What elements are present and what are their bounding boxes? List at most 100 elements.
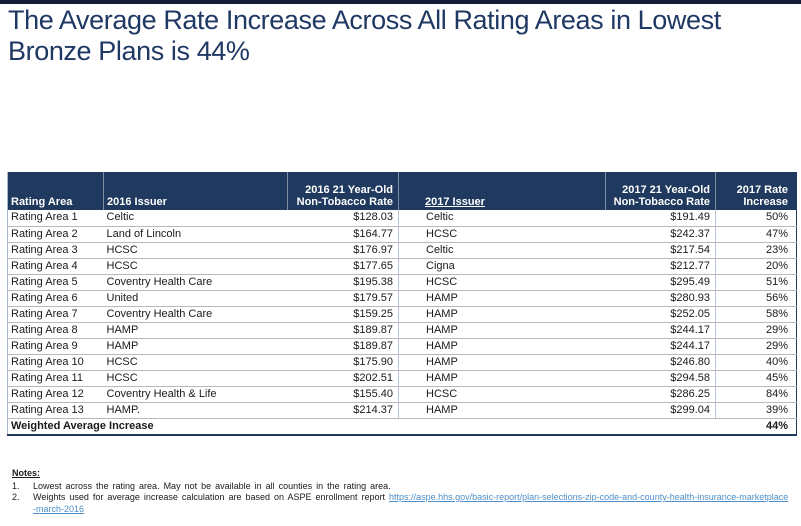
cell-rating-area: Rating Area 13 (7, 402, 104, 419)
note-text-body: Weights used for average increase calcul… (33, 492, 386, 502)
cell-rate-2017: $299.04 (605, 402, 716, 419)
page-title-line1: The Average Rate Increase Across All Rat… (8, 5, 721, 35)
cell-rate-2016: $195.38 (287, 274, 399, 291)
cell-increase-2017: 29% (715, 338, 797, 355)
cell-issuer-2016: HCSC (103, 354, 288, 371)
table-row: Rating Area 6 United $179.57 HAMP $280.93 56% (7, 290, 797, 307)
cell-issuer-2016: Coventry Health Care (103, 306, 288, 323)
col-header-2016-rate: 2016 21 Year-Old Non-Tobacco Rate (287, 172, 399, 210)
aspe-report-link[interactable]: https://aspe.hhs.gov/basic-report/plan-s… (33, 492, 789, 514)
table-row: Rating Area 1 Celtic $128.03 Celtic $191.49 5… (7, 210, 797, 227)
table-row: Rating Area 5 Coventry Health Care $195.38… (7, 274, 797, 291)
cell-increase-2017: 51% (715, 274, 797, 291)
cell-rate-2016: $175.90 (287, 354, 399, 371)
cell-issuer-2017: HCSC (398, 386, 606, 403)
notes-section: Notes: 1. Lowest across the rating area.… (12, 468, 790, 515)
cell-rating-area: Rating Area 9 (7, 338, 104, 355)
cell-increase-2017: 29% (715, 322, 797, 339)
cell-rating-area: Rating Area 5 (7, 274, 104, 291)
cell-issuer-2016: HCSC (103, 242, 288, 259)
note-item-2: 2. Weights used for average increase cal… (12, 492, 790, 515)
cell-rate-2017: $242.37 (605, 226, 716, 243)
cell-issuer-2017: HAMP (398, 370, 606, 387)
table-row: Rating Area 7 Coventry Health Care $159.25… (7, 306, 797, 323)
cell-rate-2016: $176.97 (287, 242, 399, 259)
cell-rate-2017: $244.17 (605, 322, 716, 339)
cell-issuer-2017: HAMP (398, 354, 606, 371)
cell-increase-2017: 40% (715, 354, 797, 371)
cell-increase-2017: 20% (715, 258, 797, 275)
cell-rate-2017: $295.49 (605, 274, 716, 291)
table-row: Rating Area 3 HCSC $176.97 Celtic $217.54 23% (7, 242, 797, 259)
cell-rate-2017: $191.49 (605, 210, 716, 227)
cell-rating-area: Rating Area 8 (7, 322, 104, 339)
cell-issuer-2016: HCSC (103, 370, 288, 387)
cell-issuer-2016: Celtic (103, 210, 288, 227)
col-header-rating-area: Rating Area (7, 172, 104, 210)
cell-issuer-2016: HAMP. (103, 402, 288, 419)
cell-increase-2017: 56% (715, 290, 797, 307)
cell-issuer-2016: HAMP (103, 322, 288, 339)
cell-issuer-2016: HAMP (103, 338, 288, 355)
cell-rate-2016: $202.51 (287, 370, 399, 387)
cell-rate-2017: $280.93 (605, 290, 716, 307)
weighted-average-label: Weighted Average Increase (7, 417, 716, 436)
cell-rate-2016: $155.40 (287, 386, 399, 403)
cell-issuer-2016: Coventry Health & Life (103, 386, 288, 403)
cell-increase-2017: 45% (715, 370, 797, 387)
cell-issuer-2017: Cigna (398, 258, 606, 275)
table-row: Rating Area 10 HCSC $175.90 HAMP $246.80 40% (7, 354, 797, 371)
cell-rating-area: Rating Area 10 (7, 354, 104, 371)
page-title-line2: Bronze Plans is 44% (8, 36, 250, 66)
table-row: Rating Area 9 HAMP $189.87 HAMP $244.17 29% (7, 338, 797, 355)
cell-rating-area: Rating Area 3 (7, 242, 104, 259)
cell-rate-2017: $217.54 (605, 242, 716, 259)
cell-issuer-2016: HCSC (103, 258, 288, 275)
page-title: The Average Rate Increase Across All Rat… (8, 5, 780, 67)
note-number: 2. (12, 492, 20, 502)
cell-rate-2017: $244.17 (605, 338, 716, 355)
cell-rate-2017: $252.05 (605, 306, 716, 323)
weighted-average-value: 44% (715, 417, 797, 436)
top-edge-artifact (0, 0, 801, 4)
cell-issuer-2016: United (103, 290, 288, 307)
cell-issuer-2017: HCSC (398, 226, 606, 243)
note-text: Lowest across the rating area. May not b… (33, 480, 391, 491)
table-row: Rating Area 11 HCSC $202.51 HAMP $294.58 45% (7, 370, 797, 387)
cell-issuer-2017: Celtic (398, 210, 606, 227)
cell-increase-2017: 58% (715, 306, 797, 323)
cell-rating-area: Rating Area 11 (7, 370, 104, 387)
cell-rating-area: Rating Area 2 (7, 226, 104, 243)
cell-rating-area: Rating Area 1 (7, 210, 104, 227)
col-header-2017-increase: 2017 Rate Increase (715, 172, 797, 210)
note-item-1: 1. Lowest across the rating area. May no… (12, 481, 790, 493)
cell-issuer-2017: HAMP (398, 306, 606, 323)
rates-table-container: Rating Area 2016 Issuer 2016 21 Year-Old… (7, 172, 797, 436)
cell-rating-area: Rating Area 7 (7, 306, 104, 323)
table-row: Rating Area 12 Coventry Health & Life $155… (7, 386, 797, 403)
col-header-2016-issuer: 2016 Issuer (103, 172, 288, 210)
col-header-2017-issuer: 2017 Issuer (398, 172, 606, 210)
cell-rate-2016: $179.57 (287, 290, 399, 307)
cell-rate-2016: $159.25 (287, 306, 399, 323)
col-header-2017-rate: 2017 21 Year-Old Non-Tobacco Rate (605, 172, 716, 210)
table-row: Rating Area 4 HCSC $177.65 Cigna $212.77 20% (7, 258, 797, 275)
weighted-average-row: Weighted Average Increase 44% (7, 417, 797, 436)
cell-issuer-2016: Coventry Health Care (103, 274, 288, 291)
cell-increase-2017: 84% (715, 386, 797, 403)
cell-rate-2016: $189.87 (287, 338, 399, 355)
cell-rate-2017: $286.25 (605, 386, 716, 403)
cell-rate-2017: $294.58 (605, 370, 716, 387)
cell-issuer-2017: HAMP (398, 322, 606, 339)
cell-rate-2016: $164.77 (287, 226, 399, 243)
cell-issuer-2017: HAMP (398, 402, 606, 419)
cell-rate-2017: $246.80 (605, 354, 716, 371)
cell-rate-2017: $212.77 (605, 258, 716, 275)
col-header-2017-issuer-label: 2017 Issuer (425, 196, 485, 208)
cell-rating-area: Rating Area 6 (7, 290, 104, 307)
table-body: Rating Area 1 Celtic $128.03 Celtic $191.49 5… (7, 210, 797, 419)
cell-rate-2016: $177.65 (287, 258, 399, 275)
cell-issuer-2017: HAMP (398, 290, 606, 307)
cell-issuer-2017: HCSC (398, 274, 606, 291)
